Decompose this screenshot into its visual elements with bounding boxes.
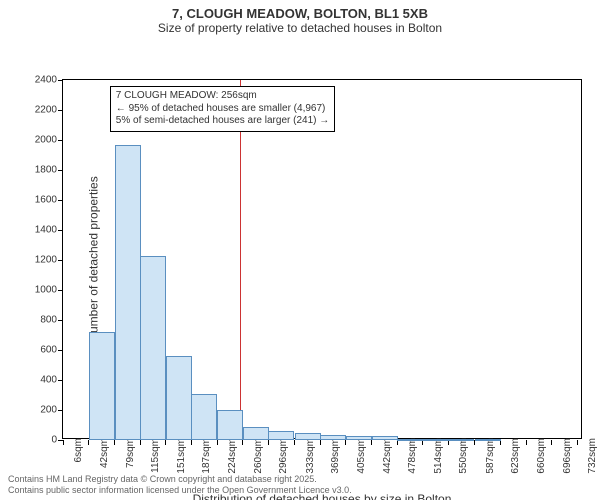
histogram-bar — [268, 431, 294, 440]
histogram-bar — [372, 436, 398, 440]
y-tick-label: 0 — [17, 435, 63, 446]
y-tick-label: 2000 — [17, 135, 63, 146]
histogram-bar — [295, 433, 321, 441]
y-tick-label: 800 — [17, 315, 63, 326]
x-tick-label: 442sqm — [372, 438, 393, 482]
x-tick-label: 514sqm — [423, 438, 444, 482]
x-tick-label: 732sqm — [577, 438, 598, 482]
reference-line — [240, 80, 241, 438]
histogram-bar — [89, 332, 115, 440]
x-tick-label: 478sqm — [397, 438, 418, 482]
histogram-bar — [166, 356, 192, 440]
y-tick-label: 1200 — [17, 255, 63, 266]
histogram-bar — [217, 410, 243, 440]
footer-line-1: Contains HM Land Registry data © Crown c… — [8, 474, 352, 485]
y-tick-label: 2200 — [17, 105, 63, 116]
histogram-bar — [475, 439, 501, 441]
y-tick-label: 1600 — [17, 195, 63, 206]
histogram-bar — [140, 256, 166, 441]
y-tick-label: 400 — [17, 375, 63, 386]
attribution-footer: Contains HM Land Registry data © Crown c… — [8, 474, 352, 497]
histogram-bar — [346, 436, 372, 440]
histogram-bar — [115, 145, 141, 441]
histogram-bar — [243, 427, 269, 441]
callout-line: 5% of semi-detached houses are larger (2… — [116, 115, 329, 128]
histogram-bar — [320, 435, 346, 440]
x-tick-label: 696sqm — [552, 438, 573, 482]
footer-line-2: Contains public sector information licen… — [8, 485, 352, 496]
y-tick-label: 1800 — [17, 165, 63, 176]
x-tick-label: 623sqm — [500, 438, 521, 482]
title-main: 7, CLOUGH MEADOW, BOLTON, BL1 5XB — [0, 6, 600, 21]
histogram-bar — [397, 439, 423, 441]
y-tick-label: 2400 — [17, 75, 63, 86]
callout-line: 7 CLOUGH MEADOW: 256sqm — [116, 90, 329, 103]
title-sub: Size of property relative to detached ho… — [0, 21, 600, 35]
histogram-bar — [448, 439, 474, 441]
y-tick-label: 1000 — [17, 285, 63, 296]
y-tick-label: 600 — [17, 345, 63, 356]
histogram-bar — [191, 394, 217, 441]
chart-titles: 7, CLOUGH MEADOW, BOLTON, BL1 5XB Size o… — [0, 0, 600, 35]
x-tick-label: 660sqm — [526, 438, 547, 482]
histogram-bar — [423, 439, 449, 441]
y-tick-label: 1400 — [17, 225, 63, 236]
y-axis-label: Number of detached properties — [87, 176, 101, 341]
y-tick-label: 200 — [17, 405, 63, 416]
x-tick-label: 550sqm — [448, 438, 469, 482]
callout-box: 7 CLOUGH MEADOW: 256sqm← 95% of detached… — [110, 86, 335, 132]
callout-line: ← 95% of detached houses are smaller (4,… — [116, 103, 329, 116]
x-tick-label: 587sqm — [475, 438, 496, 482]
plot-region: Number of detached properties Distributi… — [62, 79, 582, 439]
